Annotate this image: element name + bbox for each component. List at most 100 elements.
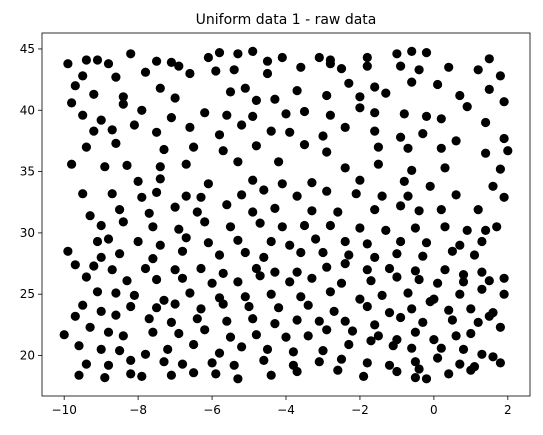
data-point-144 — [144, 208, 154, 218]
data-point-240 — [499, 273, 509, 283]
data-point-45 — [251, 95, 261, 105]
data-point-86 — [340, 122, 350, 132]
data-point-26 — [211, 66, 221, 76]
data-point-306 — [373, 331, 383, 341]
data-point-145 — [170, 202, 180, 212]
data-point-341 — [314, 357, 324, 367]
data-point-291 — [473, 317, 483, 327]
data-point-60 — [118, 99, 128, 109]
data-point-94 — [159, 144, 169, 155]
data-point-168 — [381, 225, 391, 235]
data-point-188 — [455, 240, 465, 250]
data-point-310 — [451, 331, 461, 341]
data-point-281 — [222, 316, 232, 326]
data-point-7 — [174, 61, 184, 71]
data-point-357 — [233, 374, 243, 384]
data-point-279 — [166, 317, 176, 327]
data-point-162 — [225, 222, 236, 232]
data-point-116 — [495, 164, 505, 174]
data-point-97 — [251, 141, 261, 151]
data-point-287 — [370, 320, 380, 330]
data-point-119 — [203, 179, 213, 189]
data-point-9 — [214, 48, 225, 58]
data-point-93 — [111, 138, 121, 148]
data-point-115 — [440, 163, 450, 173]
data-point-73 — [436, 114, 446, 124]
data-point-345 — [410, 357, 420, 367]
data-point-68 — [325, 110, 335, 120]
data-point-91 — [499, 133, 509, 144]
data-point-292 — [484, 311, 494, 321]
y-axis: 20 25 30 35 40 45 — [20, 42, 42, 363]
data-point-51 — [370, 82, 380, 92]
data-point-335 — [159, 357, 169, 367]
data-point-346 — [433, 353, 443, 363]
data-point-153 — [396, 201, 406, 211]
data-point-5 — [152, 56, 162, 66]
data-point-133 — [237, 190, 247, 200]
data-point-211 — [196, 263, 206, 274]
data-point-173 — [492, 222, 502, 232]
data-point-255 — [455, 289, 465, 299]
data-point-167 — [355, 223, 365, 233]
data-point-29 — [296, 62, 306, 72]
data-point-95 — [189, 142, 199, 152]
data-point-184 — [340, 236, 350, 247]
data-point-227 — [177, 273, 188, 283]
x-tick-label: −10 — [52, 403, 77, 417]
x-tick-label: −8 — [129, 403, 147, 417]
data-point-22 — [78, 71, 88, 81]
data-point-49 — [344, 78, 354, 88]
data-point-241 — [92, 287, 103, 297]
data-point-253 — [403, 288, 413, 298]
data-point-140 — [451, 190, 461, 200]
data-point-262 — [196, 304, 206, 314]
data-point-33 — [396, 61, 406, 71]
data-point-82 — [237, 120, 247, 130]
data-point-304 — [322, 325, 332, 335]
data-point-213 — [251, 263, 261, 274]
data-point-356 — [211, 369, 221, 379]
data-point-294 — [85, 322, 95, 332]
data-point-12 — [262, 56, 273, 66]
data-point-331 — [488, 352, 498, 362]
chart-title: Uniform data 1 - raw data — [196, 12, 377, 28]
data-point-69 — [355, 103, 365, 113]
data-point-219 — [384, 263, 395, 274]
data-point-182 — [285, 240, 295, 250]
data-point-180 — [233, 235, 243, 245]
data-point-79 — [152, 127, 162, 137]
data-point-53 — [407, 77, 417, 87]
data-point-8 — [203, 52, 213, 63]
data-point-108 — [155, 162, 165, 172]
data-point-158 — [118, 217, 128, 227]
data-point-338 — [229, 360, 239, 370]
data-point-70 — [370, 108, 380, 118]
y-tick-label: 40 — [20, 103, 35, 117]
data-point-14 — [314, 52, 324, 63]
data-point-149 — [270, 203, 280, 213]
data-point-359 — [292, 366, 302, 377]
data-point-237 — [433, 278, 443, 288]
data-point-104 — [503, 146, 513, 156]
data-point-229 — [233, 277, 243, 287]
data-point-321 — [262, 344, 273, 354]
data-point-43 — [225, 87, 236, 97]
data-point-170 — [440, 222, 450, 232]
y-tick-label: 45 — [20, 42, 35, 56]
data-point-10 — [233, 49, 243, 59]
data-point-305 — [347, 326, 358, 336]
data-point-257 — [499, 289, 509, 299]
data-point-103 — [481, 148, 491, 158]
x-tick-label: 0 — [430, 403, 438, 417]
x-axis: −10 −8 −6 −4 −2 0 2 — [52, 396, 512, 417]
data-point-146 — [192, 207, 202, 217]
data-point-6 — [166, 57, 176, 67]
data-point-154 — [414, 206, 424, 216]
data-point-288 — [396, 312, 406, 323]
data-point-24 — [140, 67, 151, 77]
data-point-282 — [248, 314, 258, 324]
data-point-147 — [222, 200, 232, 210]
data-point-271 — [425, 297, 435, 307]
data-point-301 — [251, 330, 261, 340]
